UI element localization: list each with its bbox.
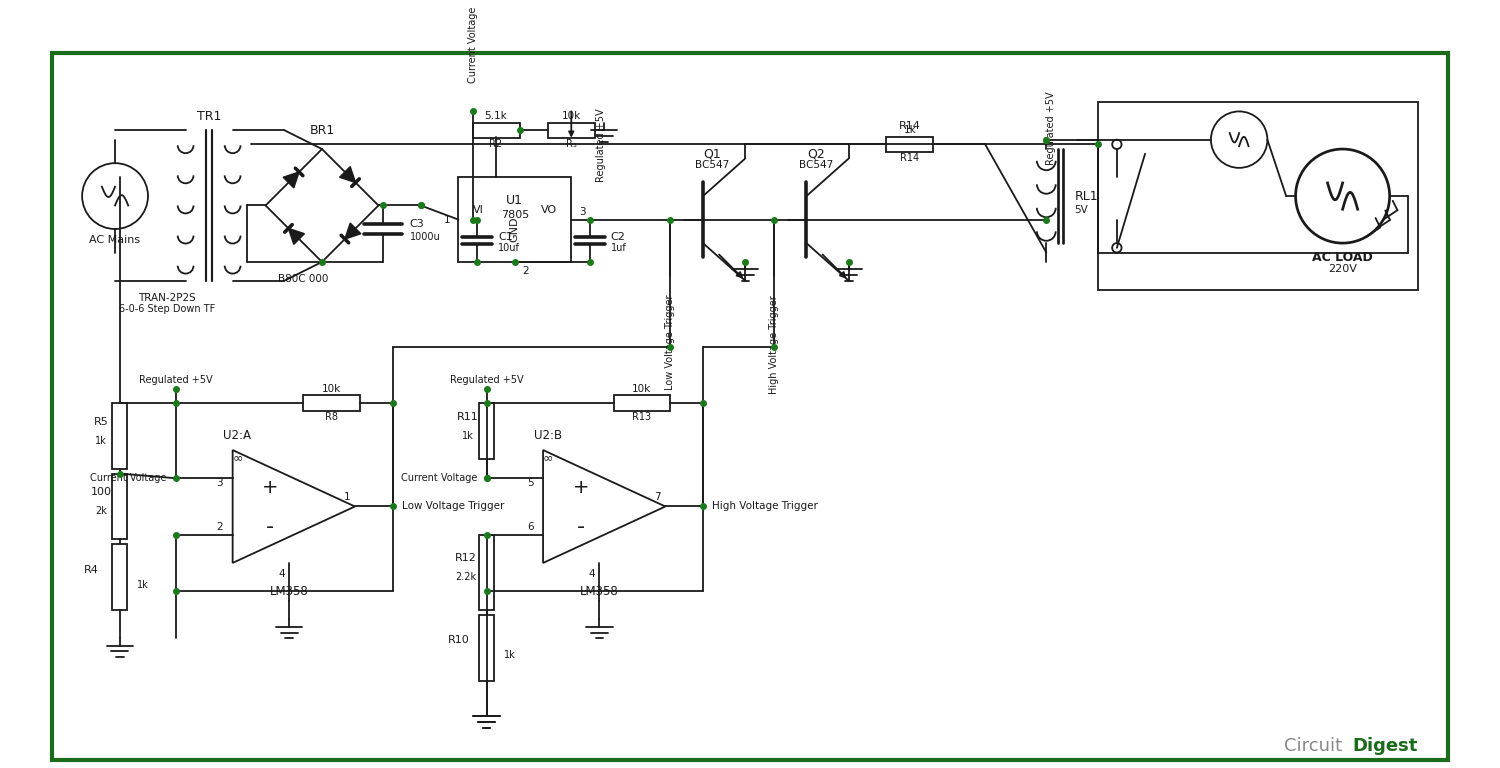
Text: 5: 5	[526, 478, 534, 488]
Text: R13: R13	[633, 412, 651, 422]
Text: R8: R8	[326, 412, 338, 422]
Text: 7805: 7805	[501, 210, 530, 220]
Text: B80C 000: B80C 000	[278, 274, 328, 284]
Text: 6: 6	[526, 522, 534, 532]
Polygon shape	[345, 223, 362, 239]
Text: R2: R2	[489, 139, 502, 149]
Text: 220V: 220V	[1328, 264, 1358, 274]
Text: ∞: ∞	[543, 451, 554, 464]
Text: Circuit: Circuit	[1284, 737, 1342, 756]
Text: 3: 3	[216, 478, 223, 488]
Text: 1k: 1k	[136, 580, 148, 590]
Bar	[472, 123, 519, 137]
Text: R14: R14	[900, 154, 920, 164]
Text: R₃: R₃	[566, 139, 576, 149]
Bar	[1098, 102, 1418, 290]
Text: Low Voltage Trigger: Low Voltage Trigger	[402, 502, 504, 511]
Text: R14: R14	[898, 121, 921, 131]
Text: Regulated +5V: Regulated +5V	[140, 375, 213, 385]
Text: Current Voltage: Current Voltage	[90, 473, 166, 483]
Text: R4: R4	[84, 564, 99, 574]
Text: VO: VO	[542, 205, 556, 215]
Text: -: -	[576, 517, 585, 537]
Text: Q2: Q2	[807, 147, 825, 161]
Text: 1uf: 1uf	[610, 243, 627, 253]
Bar	[478, 535, 494, 610]
Text: 1k: 1k	[504, 650, 516, 660]
Text: AC LOAD: AC LOAD	[1312, 250, 1372, 263]
Text: U2:B: U2:B	[534, 429, 562, 442]
Text: 4: 4	[588, 569, 596, 579]
Text: LM358: LM358	[270, 584, 309, 598]
Text: R5: R5	[93, 417, 108, 427]
Bar	[303, 396, 360, 411]
Text: C3: C3	[410, 220, 424, 230]
Text: 2: 2	[216, 522, 223, 532]
Text: 2k: 2k	[94, 506, 106, 516]
Text: Regulated +5V: Regulated +5V	[1046, 91, 1056, 165]
Text: C2: C2	[610, 231, 626, 241]
Text: 6-0-6 Step Down TF: 6-0-6 Step Down TF	[118, 304, 214, 314]
Text: AC Mains: AC Mains	[90, 235, 141, 245]
Text: 1k: 1k	[462, 431, 474, 441]
Text: TRAN-2P2S: TRAN-2P2S	[138, 293, 195, 303]
Text: 1k: 1k	[94, 435, 106, 445]
Text: GND: GND	[510, 217, 520, 242]
Polygon shape	[284, 172, 298, 188]
Text: High Voltage Trigger: High Voltage Trigger	[768, 295, 778, 393]
Text: Current Voltage: Current Voltage	[400, 473, 477, 483]
Text: 10k: 10k	[561, 111, 580, 121]
Text: 2.2k: 2.2k	[456, 572, 477, 582]
Bar	[112, 403, 128, 469]
Text: 3: 3	[579, 207, 585, 217]
Text: Regulated +5V: Regulated +5V	[450, 375, 524, 385]
Bar	[886, 137, 933, 152]
Text: ∞: ∞	[232, 451, 243, 464]
Text: +: +	[262, 478, 279, 497]
Text: -: -	[266, 517, 274, 537]
Text: 7: 7	[654, 492, 660, 502]
Polygon shape	[339, 167, 356, 183]
Text: 1: 1	[444, 214, 452, 224]
Text: 10k: 10k	[632, 384, 651, 394]
Text: 1000u: 1000u	[410, 231, 440, 241]
Text: 2: 2	[522, 266, 530, 276]
Text: R10: R10	[447, 635, 470, 645]
Text: 100: 100	[90, 488, 111, 498]
Text: 4: 4	[278, 569, 285, 579]
Bar	[548, 123, 596, 137]
Text: High Voltage Trigger: High Voltage Trigger	[712, 502, 818, 511]
Bar	[478, 614, 494, 680]
Text: Low Voltage Trigger: Low Voltage Trigger	[664, 295, 675, 390]
Text: 1: 1	[344, 492, 350, 502]
Text: 10k: 10k	[322, 384, 340, 394]
Text: R12: R12	[454, 553, 477, 563]
Text: C1: C1	[498, 231, 513, 241]
Text: 10uf: 10uf	[498, 243, 520, 253]
Bar	[478, 403, 494, 459]
Text: Current Voltage: Current Voltage	[468, 7, 477, 83]
Text: Digest: Digest	[1353, 737, 1418, 756]
Text: 5V: 5V	[1074, 205, 1089, 215]
Text: Regulated +5V: Regulated +5V	[597, 108, 606, 182]
Text: +: +	[573, 478, 590, 497]
Text: RL1: RL1	[1074, 190, 1098, 203]
Text: 1k: 1k	[903, 125, 916, 135]
Bar	[112, 544, 128, 610]
Text: U1: U1	[507, 194, 524, 207]
Text: BC547: BC547	[798, 160, 832, 170]
Polygon shape	[288, 228, 304, 244]
Bar	[614, 396, 670, 411]
Bar	[459, 177, 572, 262]
Text: 5.1k: 5.1k	[484, 111, 507, 121]
Text: U2:A: U2:A	[224, 429, 251, 442]
Text: VI: VI	[472, 205, 483, 215]
Text: TR1: TR1	[196, 110, 222, 123]
Text: BC547: BC547	[694, 160, 729, 170]
Text: Q1: Q1	[704, 147, 722, 161]
Bar	[112, 474, 128, 539]
Text: LM358: LM358	[580, 584, 620, 598]
Text: BR1: BR1	[309, 124, 334, 137]
Text: R11: R11	[458, 412, 478, 422]
